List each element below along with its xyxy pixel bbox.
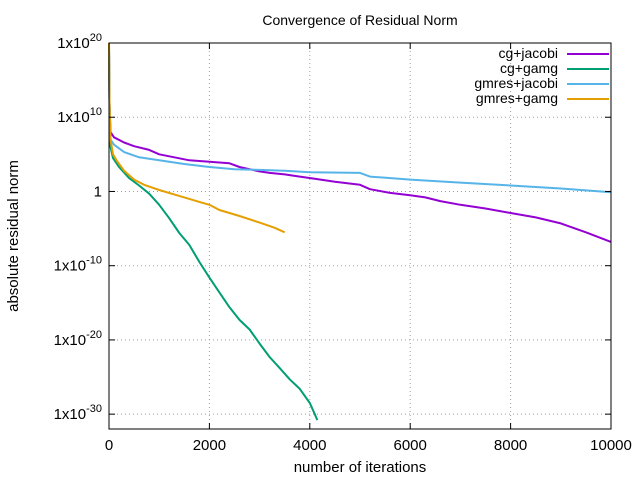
- plot-border: [108, 42, 612, 430]
- legend-label: gmres+jacobi: [474, 75, 558, 91]
- series-lines: [108, 42, 612, 421]
- y-tick-label: 1x10-20: [54, 329, 102, 349]
- series-line-cg-gamg: [108, 42, 319, 421]
- y-tick-label: 1x1020: [57, 32, 102, 52]
- x-tick-label: 8000: [494, 437, 527, 454]
- x-tick-label: 6000: [394, 437, 427, 454]
- y-tick-label: 1x10-30: [54, 403, 102, 423]
- series-line-gmres-gamg: [108, 42, 286, 234]
- chart-title: Convergence of Residual Norm: [262, 12, 457, 28]
- y-axis-label: absolute residual norm: [5, 160, 22, 312]
- series-line-cg-jacobi: [108, 50, 612, 243]
- x-tick-label: 2000: [193, 437, 226, 454]
- legend-label: cg+jacobi: [498, 45, 558, 61]
- x-axis-label: number of iterations: [294, 459, 427, 476]
- y-tick-label: 1x1010: [57, 106, 102, 126]
- legend-label: cg+gamg: [500, 60, 558, 76]
- ticks: 0 2000 4000 6000 8000 10000 1x1020 1x1010 1 1x10-…: [54, 32, 632, 454]
- grid: [109, 42, 611, 429]
- x-tick-label: 10000: [590, 437, 632, 454]
- series-line-gmres-jacobi: [108, 50, 612, 194]
- y-tick-label: 1x10-10: [54, 255, 102, 275]
- x-tick-label: 0: [105, 437, 113, 454]
- x-tick-label: 4000: [293, 437, 326, 454]
- legend-label: gmres+gamg: [476, 90, 558, 106]
- y-tick-label: 1: [94, 183, 102, 200]
